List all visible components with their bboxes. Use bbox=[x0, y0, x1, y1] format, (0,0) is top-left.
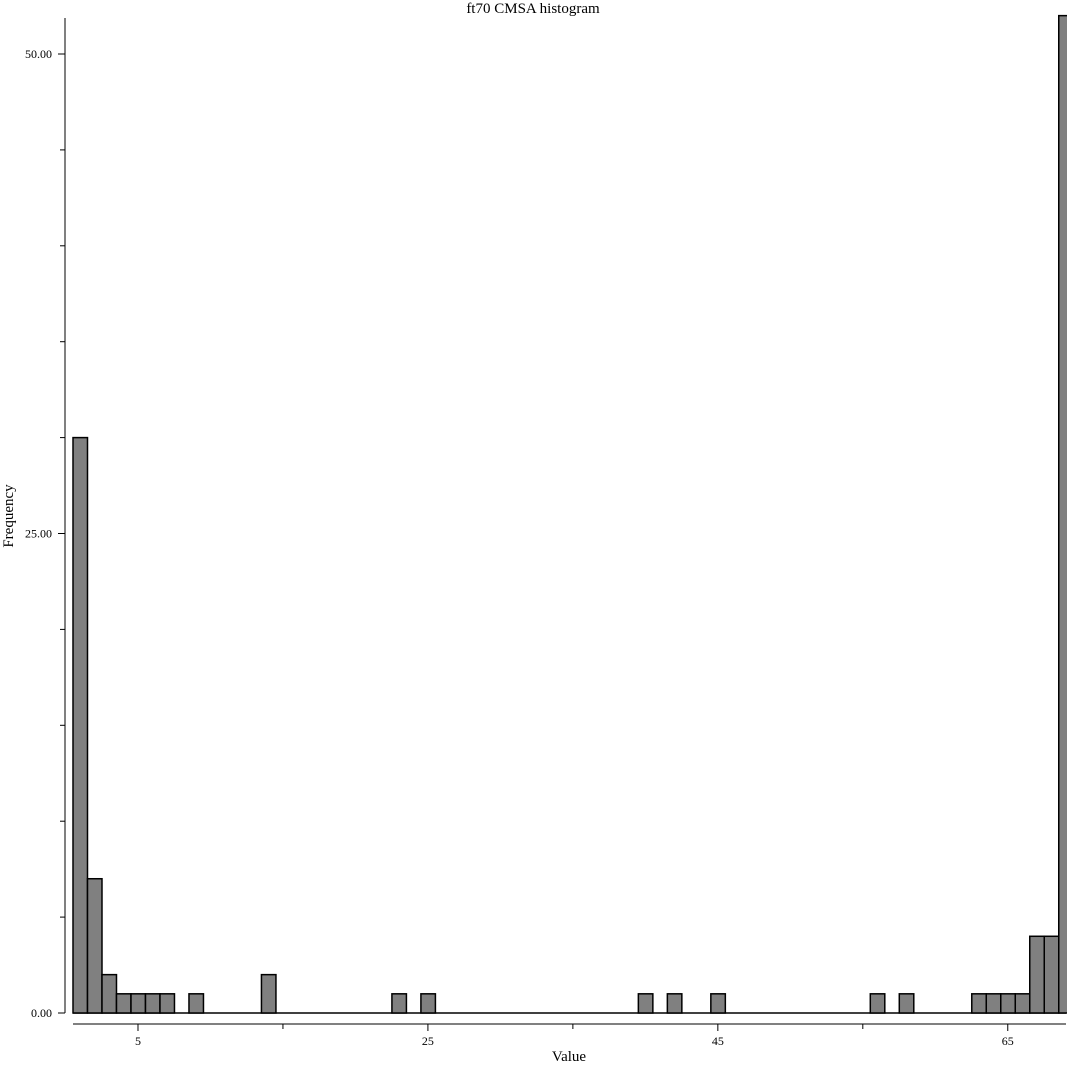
histogram-bar bbox=[1000, 993, 1017, 1014]
histogram-bar bbox=[72, 436, 89, 1014]
histogram-bar bbox=[130, 993, 147, 1014]
y-tick-label: 0.00 bbox=[31, 1006, 52, 1020]
y-tick-label: 25.00 bbox=[25, 527, 52, 541]
y-axis-label: Frequency bbox=[1, 484, 17, 548]
histogram-bar bbox=[159, 993, 176, 1014]
x-axis: 5 25 45 65 bbox=[73, 1023, 1066, 1048]
x-tick-label: 45 bbox=[712, 1034, 724, 1048]
histogram-bar bbox=[101, 973, 118, 1014]
histogram-bar bbox=[260, 973, 277, 1014]
histogram-bar bbox=[710, 993, 727, 1014]
histogram-bar bbox=[188, 993, 205, 1014]
histogram-bar bbox=[1014, 993, 1031, 1014]
histogram-bar bbox=[391, 993, 408, 1014]
histogram-bars bbox=[72, 14, 1067, 1014]
chart-title: ft70 CMSA histogram bbox=[466, 1, 600, 17]
x-tick-label: 65 bbox=[1002, 1034, 1014, 1048]
x-tick-label: 25 bbox=[422, 1034, 434, 1048]
histogram-bar bbox=[869, 993, 886, 1014]
histogram-bar bbox=[637, 993, 654, 1014]
histogram-bar bbox=[86, 877, 103, 1014]
histogram-bar bbox=[144, 993, 161, 1014]
y-tick-label: 50.00 bbox=[25, 47, 52, 61]
histogram-bar bbox=[1058, 14, 1067, 1014]
histogram-bar bbox=[420, 993, 437, 1014]
x-tick-label: 5 bbox=[135, 1034, 141, 1048]
histogram-bar bbox=[898, 993, 915, 1014]
histogram-bar bbox=[1029, 935, 1046, 1014]
histogram-bar bbox=[985, 993, 1002, 1014]
x-axis-label: Value bbox=[552, 1049, 586, 1065]
y-axis: 0.00 25.00 50.00 bbox=[25, 18, 66, 1020]
histogram-bar bbox=[115, 993, 132, 1014]
histogram-bar bbox=[971, 993, 988, 1014]
histogram-bar bbox=[666, 993, 683, 1014]
histogram-bar bbox=[1043, 935, 1060, 1014]
